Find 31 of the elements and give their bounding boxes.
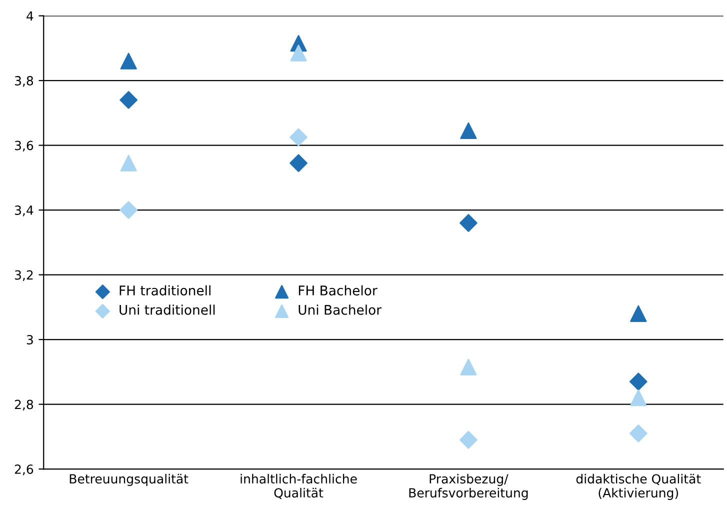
x-tick-label: Praxisbezug/ Berufsvorbereitung (409, 474, 528, 500)
x-tick-label: Betreuungsqualität (70, 474, 188, 486)
legend-label: Uni traditionell (120, 304, 215, 315)
point (120, 91, 138, 109)
point (629, 372, 648, 391)
point (120, 154, 137, 172)
point (120, 201, 138, 219)
y-tick-label: 3,4 (14, 206, 34, 216)
point (460, 214, 478, 232)
y-tick-label: 3,8 (14, 76, 34, 87)
point (460, 122, 477, 140)
y-tick-label: 3,6 (14, 140, 34, 152)
x-tick-label: inhaltlich-fachliche Qualität (240, 474, 357, 499)
y-tick-label: 2,8 (14, 400, 34, 410)
y-tick-label: 4 (26, 11, 34, 21)
y-tick-label: 3 (26, 335, 33, 344)
point (460, 430, 478, 449)
point (290, 128, 308, 146)
point (120, 52, 137, 70)
point (290, 154, 308, 172)
legend-label: FH Bachelor (298, 285, 378, 296)
point (460, 358, 477, 376)
x-tick-label: didaktische Qualität (Aktivierung) (576, 474, 701, 500)
y-tick-label: 3,2 (14, 270, 33, 281)
legend-label: FH traditionell (120, 285, 210, 296)
point (630, 305, 647, 322)
point (290, 44, 307, 62)
point (629, 424, 648, 442)
y-tick-label: 2,6 (14, 464, 34, 476)
point (630, 390, 647, 406)
legend-label: Uni Bachelor (298, 304, 382, 315)
